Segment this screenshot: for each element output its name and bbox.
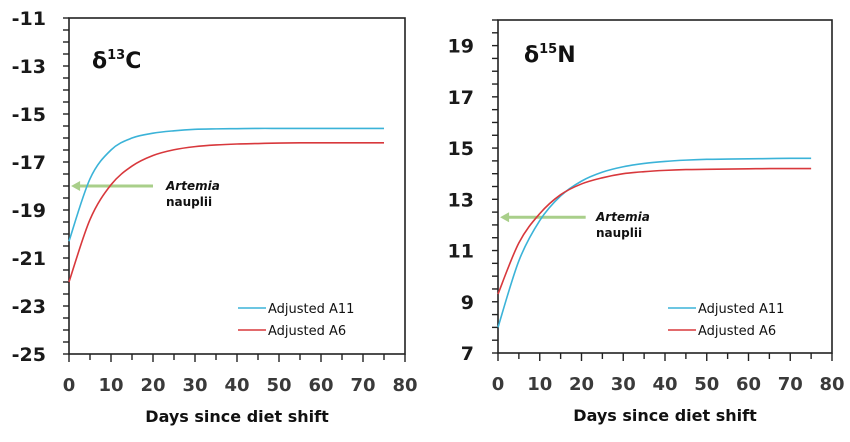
x-tick-label: 60: [308, 375, 333, 396]
x-tick-label: 50: [266, 375, 291, 396]
title-superscript: 15: [539, 42, 557, 57]
y-tick-label: 17: [448, 87, 474, 109]
x-tick-label: 40: [652, 374, 677, 395]
x-tick-label: 40: [224, 375, 249, 396]
y-tick-label: 15: [448, 138, 474, 160]
title-delta: δ: [524, 43, 539, 68]
annotation: Artemia nauplii: [71, 179, 220, 209]
x-axis-label: Days since diet shift: [145, 407, 329, 426]
legend-label: Adjusted A11: [268, 302, 354, 317]
series-line-a11: [497, 157, 812, 328]
y-tick-label: -23: [12, 296, 46, 318]
x-tick-label: 10: [98, 375, 123, 396]
panel-d13c: -25 -23 -21 -19 -17 -15 -13 -11 0 10 20 30 40 50 60 70 8…: [12, 8, 418, 426]
y-tick-label: -19: [12, 200, 46, 222]
y-tick-label: 9: [461, 292, 474, 314]
y-tick-label: -13: [12, 56, 46, 78]
legend-label: Adjusted A11: [698, 302, 784, 317]
panel-title: δ15N: [524, 42, 576, 68]
x-tick-label: 70: [778, 374, 803, 395]
y-tick-label: 19: [448, 36, 474, 58]
series-line-a6: [68, 141, 384, 283]
x-tick-label: 20: [140, 375, 165, 396]
x-tick-label: 80: [819, 374, 844, 395]
x-tick-label: 30: [611, 374, 636, 395]
panel-title: δ13C: [92, 48, 141, 74]
annotation: Artemia nauplii: [500, 210, 650, 240]
y-tick-label: -11: [12, 8, 46, 30]
x-tick-label: 0: [63, 375, 76, 396]
panel-d15n: 7 9 11 13 15 17 19 0 10 20 30 40 50 60 70 80 Days since …: [448, 19, 845, 425]
annotation-text-stage: nauplii: [166, 195, 212, 209]
x-tick-label: 10: [527, 374, 552, 395]
title-delta: δ: [92, 49, 107, 74]
y-axis: 7 9 11 13 15 17 19: [448, 19, 498, 365]
plot-frame: [497, 19, 833, 354]
title-element: C: [125, 49, 141, 74]
annotation-text-species: Artemia: [165, 179, 220, 193]
y-tick-label: -25: [12, 344, 46, 366]
y-tick-label: -17: [12, 152, 46, 174]
y-tick-label: 13: [448, 189, 474, 211]
legend: Adjusted A11 Adjusted A6: [668, 302, 784, 339]
series-line-a11: [68, 127, 384, 242]
x-tick-label: 30: [182, 375, 207, 396]
legend-label: Adjusted A6: [268, 324, 346, 339]
legend-label: Adjusted A6: [698, 324, 776, 339]
x-tick-label: 80: [392, 375, 417, 396]
title-superscript: 13: [107, 48, 125, 63]
x-axis-label: Days since diet shift: [573, 406, 757, 425]
x-axis: 0 10 20 30 40 50 60 70 80: [492, 353, 845, 395]
annotation-arrowhead-icon: [500, 212, 510, 223]
annotation-text-stage: nauplii: [596, 226, 642, 240]
series-line-a6: [497, 167, 812, 295]
title-element: N: [557, 43, 575, 68]
y-tick-label: 11: [448, 241, 474, 263]
x-tick-label: 50: [694, 374, 719, 395]
annotation-text-species: Artemia: [595, 210, 650, 224]
x-tick-label: 60: [736, 374, 761, 395]
y-tick-label: 7: [461, 343, 474, 365]
x-axis: 0 10 20 30 40 50 60 70 80: [63, 354, 418, 396]
y-tick-label: -15: [12, 104, 46, 126]
annotation-arrowhead-icon: [71, 181, 81, 191]
x-tick-label: 70: [350, 375, 375, 396]
legend: Adjusted A11 Adjusted A6: [238, 302, 354, 339]
y-tick-label: -21: [12, 248, 46, 270]
x-tick-label: 0: [492, 374, 505, 395]
y-axis: -25 -23 -21 -19 -17 -15 -13 -11: [12, 8, 69, 366]
x-tick-label: 20: [569, 374, 594, 395]
